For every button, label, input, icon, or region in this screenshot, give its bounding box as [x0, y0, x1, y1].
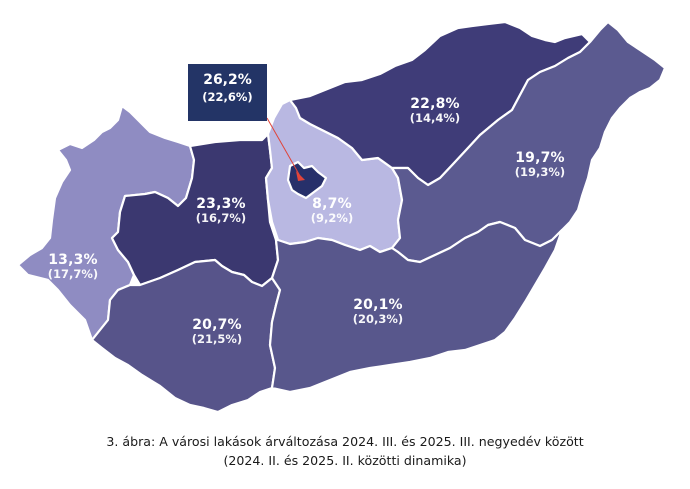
- callout-arrow-icon: [296, 171, 305, 181]
- region-southern-transdanubia[interactable]: [90, 258, 282, 414]
- figure-caption: 3. ábra: A városi lakások árváltozása 20…: [0, 432, 690, 470]
- southern-transdanubia-value: 20,7%: [192, 317, 242, 333]
- label-pest: 8,7% (9,2%): [302, 196, 362, 225]
- label-central-transdanubia: 23,3% (16,7%): [186, 196, 256, 225]
- label-southern-great-plain: 20,1% (20,3%): [343, 297, 413, 326]
- central-transdanubia-previous: (16,7%): [195, 211, 247, 226]
- budapest-previous: (22,6%): [202, 90, 253, 104]
- northern-great-plain-previous: (19,3%): [514, 165, 566, 180]
- label-northern-great-plain: 19,7% (19,3%): [505, 150, 575, 179]
- central-transdanubia-value: 23,3%: [196, 196, 246, 212]
- southern-transdanubia-previous: (21,5%): [191, 332, 243, 347]
- budapest-value: 26,2%: [203, 72, 252, 88]
- southern-great-plain-previous: (20,3%): [352, 312, 404, 327]
- region-southern-great-plain[interactable]: [268, 220, 564, 394]
- label-western-transdanubia: 13,3% (17,7%): [38, 252, 108, 281]
- callout-line: [266, 117, 301, 177]
- pest-value: 8,7%: [312, 196, 352, 212]
- budapest-callout[interactable]: 26,2% (22,6%): [188, 64, 267, 121]
- label-north-hungary: 22,8% (14,4%): [400, 96, 470, 125]
- northern-great-plain-value: 19,7%: [515, 150, 565, 166]
- western-transdanubia-value: 13,3%: [48, 252, 98, 268]
- label-southern-transdanubia: 20,7% (21,5%): [182, 317, 252, 346]
- western-transdanubia-previous: (17,7%): [47, 267, 99, 282]
- caption-line-1: 3. ábra: A városi lakások árváltozása 20…: [106, 434, 584, 449]
- north-hungary-value: 22,8%: [410, 96, 460, 112]
- southern-great-plain-value: 20,1%: [353, 297, 403, 313]
- pest-previous: (9,2%): [310, 211, 354, 226]
- caption-line-2: (2024. II. és 2025. II. közötti dinamika…: [223, 453, 467, 468]
- north-hungary-previous: (14,4%): [409, 111, 461, 126]
